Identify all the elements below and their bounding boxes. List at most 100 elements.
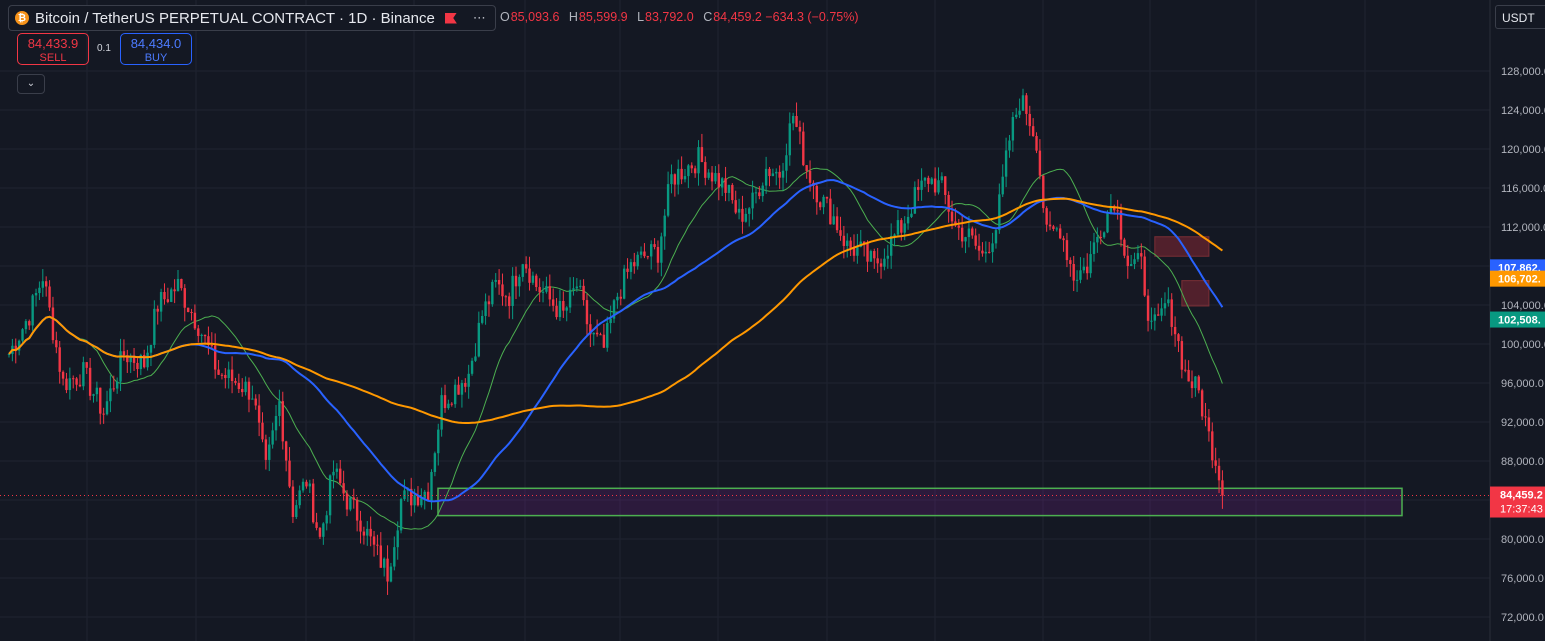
candle-body [656,246,660,263]
candle-body [964,237,967,242]
candle-body [190,311,193,313]
candle-body [599,334,602,336]
low-value: 83,792.0 [645,10,694,24]
candle-body [288,460,291,487]
candle-body [1173,326,1177,335]
candle-body [758,192,761,197]
candle-body [61,371,65,379]
candle-body [889,235,893,256]
candle-body [1102,232,1106,238]
candle-body [470,360,474,374]
candle-body [298,490,301,506]
candle-body [1214,460,1217,466]
candle-body [102,413,105,415]
candle-body [785,155,788,171]
candle-body [1062,238,1065,241]
candle-body [545,286,548,292]
candle-body [119,351,122,382]
buy-button[interactable]: 84,434.0 BUY [120,33,192,65]
candle-body [173,289,176,292]
candle-body [822,196,825,208]
candle-body [1163,303,1167,309]
candle-body [646,256,650,258]
candle-body [372,536,376,545]
candle-body [947,194,950,212]
candle-body [369,528,372,537]
candle-body [1052,226,1055,229]
candle-body [1150,320,1153,322]
candle-body [295,505,298,517]
candle-body [660,236,663,263]
candle-body [1055,228,1058,230]
candle-body [720,178,724,188]
candle-body [886,255,889,259]
candle-body [971,228,974,236]
candle-body [166,299,170,302]
candle-body [220,374,224,376]
ma-value-label-bg [1490,270,1545,287]
symbol-legend[interactable]: ₿ Bitcoin / TetherUS PERPETUAL CONTRACT … [8,5,496,31]
candle-body [312,483,315,523]
candle-body [819,202,822,208]
more-dots-icon[interactable]: ⋯ [472,10,487,25]
candle-body [328,475,332,516]
candle-body [345,493,349,510]
low-label: L [637,10,645,24]
candle-body [524,264,528,269]
candle-body [92,394,95,396]
candle-body [1045,208,1048,225]
flag-icon[interactable] [444,12,457,24]
candle-body [1153,314,1157,321]
candle-body [1190,381,1194,389]
candle-body [778,171,781,178]
candle-body [1119,210,1123,240]
candle-body [1211,431,1214,461]
candle-body [1106,212,1109,233]
candle-body [355,499,359,521]
sell-button[interactable]: 84,433.9 SELL [17,33,89,65]
candle-body [967,228,971,238]
candle-body [65,378,68,391]
candle-body [741,208,744,222]
candle-body [1129,264,1133,267]
candle-body [974,235,977,246]
candle-body [68,378,72,391]
candle-body [514,275,518,287]
candle-body [856,246,859,256]
candle-body [44,281,48,287]
candle-body [1116,210,1119,212]
candle-body [207,336,210,346]
currency-selector[interactable]: USDT [1495,5,1545,29]
candle-body [203,334,207,337]
candle-body [48,286,51,308]
candle-body [879,263,883,267]
candle-body [842,235,846,246]
candle-body [670,174,673,185]
candle-body [501,284,504,297]
candle-body [1042,175,1045,209]
candle-body [677,168,680,185]
candle-body [1086,266,1089,274]
candle-body [474,356,477,361]
candle-body [1092,242,1096,255]
candle-body [163,292,166,300]
candle-body [923,177,927,181]
symbol-title[interactable]: Bitcoin / TetherUS PERPETUAL CONTRACT · … [35,9,435,27]
candle-body [254,398,257,406]
candle-body [1133,259,1136,265]
candle-body [1082,266,1086,271]
candle-body [366,528,369,536]
collapse-button[interactable]: ⌄ [17,74,45,94]
candle-body [305,481,308,487]
y-tick-label: 80,000.0 [1501,534,1544,546]
candle-body [731,184,734,201]
y-tick-label: 112,000.0 [1501,222,1545,234]
sell-price: 84,433.9 [27,36,79,51]
candle-body [1184,369,1187,371]
candle-body [1200,390,1204,417]
candle-body [1031,126,1035,136]
candle-body [210,345,213,347]
candle-body [82,362,85,387]
candle-body [521,264,524,277]
